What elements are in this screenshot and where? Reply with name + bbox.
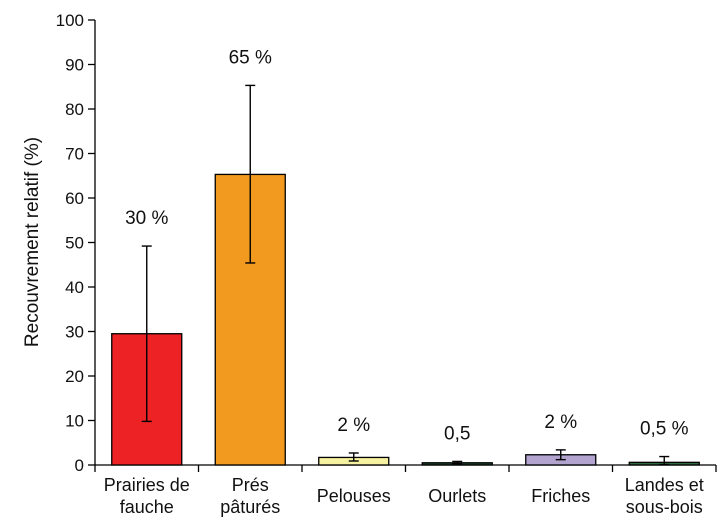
y-tick-label: 90	[65, 56, 84, 75]
x-tick-label-2: Pelouses	[317, 486, 391, 506]
data-label-1: 65 %	[229, 47, 272, 68]
y-tick-label: 20	[65, 367, 84, 386]
y-tick-label: 30	[65, 323, 84, 342]
x-tick-label-0: Prairies de	[104, 475, 190, 495]
y-axis: 0 10 20 30 40 50 60 70 80 90 100	[56, 11, 96, 475]
error-bars	[141, 84, 670, 466]
data-label-5: 0,5 %	[640, 419, 689, 440]
y-tick-label: 100	[56, 11, 84, 30]
bars	[111, 173, 700, 466]
y-tick-label: 80	[65, 100, 84, 119]
y-tick-label: 70	[65, 145, 84, 164]
y-tick-label: 50	[65, 234, 84, 253]
data-label-4: 2 %	[544, 412, 577, 433]
y-tick-label: 60	[65, 189, 84, 208]
data-labels: 30 % 65 % 2 % 0,5 2 % 0,5 %	[125, 47, 689, 444]
y-axis-label: Recouvrement relatif (%)	[22, 137, 43, 347]
x-tick-label-5: Landes et	[625, 475, 704, 495]
y-tick-label: 40	[65, 278, 84, 297]
x-tick-label-5: sous-bois	[626, 497, 703, 517]
x-tick-label-0: fauche	[120, 497, 174, 517]
x-tick-label-3: Ourlets	[428, 486, 486, 506]
x-tick-label-1: Prés	[232, 475, 269, 495]
x-tick-label-1: pâturés	[220, 497, 280, 517]
data-label-0: 30 %	[125, 208, 168, 229]
data-label-2: 2 %	[337, 415, 370, 436]
x-tick-label-4: Friches	[531, 486, 590, 506]
y-tick-label: 0	[75, 456, 84, 475]
y-tick-label: 10	[65, 412, 84, 431]
data-label-3: 0,5	[444, 423, 470, 444]
